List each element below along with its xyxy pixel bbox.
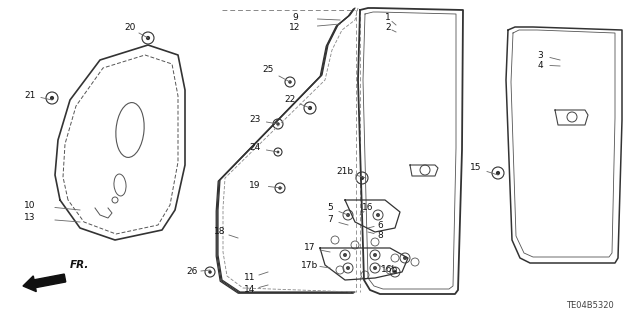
Circle shape xyxy=(346,266,350,270)
Circle shape xyxy=(308,106,312,110)
Circle shape xyxy=(343,253,347,257)
Text: 16b: 16b xyxy=(381,265,399,275)
Text: 21b: 21b xyxy=(337,167,353,176)
Circle shape xyxy=(393,270,397,274)
Circle shape xyxy=(346,213,350,217)
Text: 17: 17 xyxy=(304,243,316,253)
Circle shape xyxy=(208,270,212,274)
Circle shape xyxy=(360,176,364,180)
Text: 23: 23 xyxy=(250,115,260,124)
Text: 9: 9 xyxy=(292,13,298,23)
FancyArrow shape xyxy=(23,274,66,292)
Text: 14: 14 xyxy=(244,286,256,294)
Circle shape xyxy=(376,213,380,217)
Circle shape xyxy=(278,186,282,190)
Text: 10: 10 xyxy=(24,201,36,210)
Text: 3: 3 xyxy=(537,50,543,60)
Text: 6: 6 xyxy=(377,220,383,229)
Text: 26: 26 xyxy=(186,268,198,277)
Text: 19: 19 xyxy=(249,181,260,189)
Text: 7: 7 xyxy=(327,216,333,225)
Text: 18: 18 xyxy=(214,227,226,236)
Text: 17b: 17b xyxy=(301,261,319,270)
Text: 1: 1 xyxy=(385,13,391,23)
Text: 20: 20 xyxy=(124,24,136,33)
Circle shape xyxy=(50,96,54,100)
Text: 16: 16 xyxy=(362,204,374,212)
Text: 24: 24 xyxy=(250,144,260,152)
Circle shape xyxy=(403,256,407,260)
Circle shape xyxy=(373,253,377,257)
Circle shape xyxy=(276,122,280,126)
Circle shape xyxy=(373,266,377,270)
Text: 25: 25 xyxy=(262,65,274,75)
Circle shape xyxy=(496,171,500,175)
Text: 15: 15 xyxy=(470,164,482,173)
Text: 11: 11 xyxy=(244,273,256,283)
Circle shape xyxy=(146,36,150,40)
Text: 8: 8 xyxy=(377,231,383,240)
Circle shape xyxy=(276,151,280,153)
Text: 13: 13 xyxy=(24,213,36,222)
Text: 2: 2 xyxy=(385,24,391,33)
Text: FR.: FR. xyxy=(70,260,90,270)
Circle shape xyxy=(288,80,292,84)
Text: 12: 12 xyxy=(289,24,301,33)
Text: 4: 4 xyxy=(537,61,543,70)
Text: 21: 21 xyxy=(24,91,36,100)
Text: TE04B5320: TE04B5320 xyxy=(566,300,614,309)
Text: 5: 5 xyxy=(327,204,333,212)
Text: 22: 22 xyxy=(284,95,296,105)
